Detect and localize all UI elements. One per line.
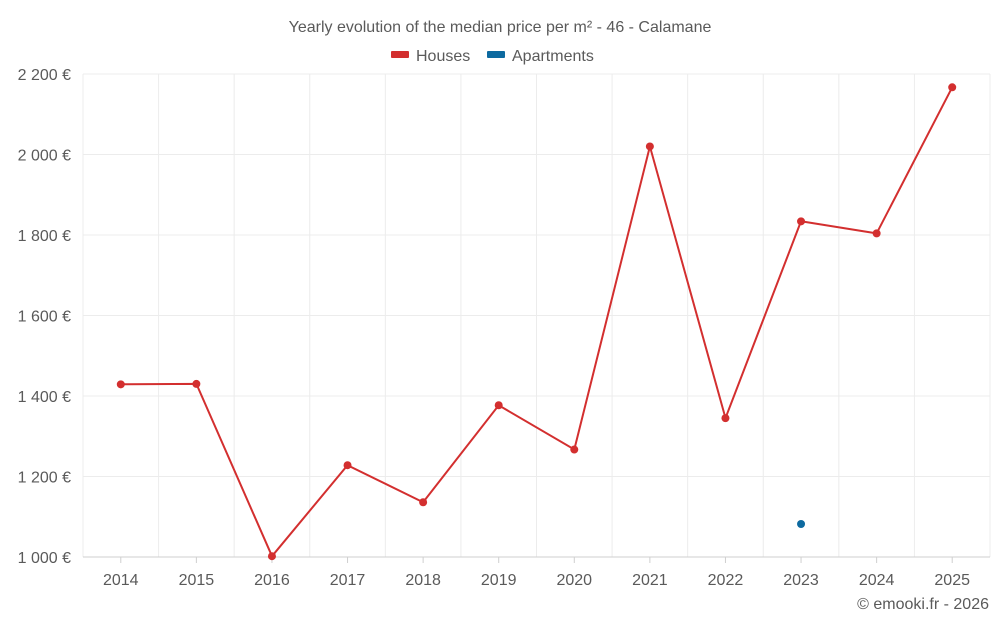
x-tick-label: 2025: [934, 572, 970, 589]
x-tick-label: 2016: [254, 572, 290, 589]
data-point-houses[interactable]: [494, 401, 503, 410]
legend-label-houses: Houses: [416, 48, 470, 65]
chart-title: Yearly evolution of the median price per…: [289, 19, 712, 36]
data-point-houses[interactable]: [721, 414, 730, 423]
x-tick-label: 2017: [330, 572, 366, 589]
x-tick-label: 2019: [481, 572, 517, 589]
grid: [82, 73, 991, 557]
y-tick-label: 1 600 €: [18, 309, 71, 326]
y-tick-label: 1 400 €: [18, 389, 71, 406]
series: [116, 83, 957, 561]
data-point-houses[interactable]: [116, 380, 125, 389]
data-point-houses[interactable]: [570, 445, 579, 454]
credit-text: © emooki.fr - 2026: [857, 596, 989, 613]
x-tick-label: 2024: [859, 572, 895, 589]
legend-item-apartments[interactable]: Apartments: [487, 48, 594, 65]
y-tick-label: 1 200 €: [18, 470, 71, 487]
data-point-houses[interactable]: [419, 498, 428, 507]
data-point-houses[interactable]: [948, 83, 957, 92]
data-point-apartments[interactable]: [797, 519, 806, 528]
x-tick-label: 2020: [556, 572, 592, 589]
data-point-houses[interactable]: [645, 142, 654, 151]
data-point-houses[interactable]: [797, 217, 806, 226]
legend: Houses Apartments: [391, 48, 594, 65]
y-tick-label: 2 200 €: [18, 67, 71, 84]
x-tick-label: 2021: [632, 572, 668, 589]
data-point-houses[interactable]: [343, 461, 352, 470]
legend-swatch-apartments: [487, 51, 505, 58]
series-houses: [116, 83, 957, 561]
y-tick-label: 1 000 €: [18, 550, 71, 567]
legend-item-houses[interactable]: Houses: [391, 48, 470, 65]
x-tick-label: 2014: [103, 572, 139, 589]
y-tick-label: 1 800 €: [18, 228, 71, 245]
data-point-houses[interactable]: [872, 229, 881, 238]
data-point-houses[interactable]: [267, 552, 276, 561]
y-tick-label: 2 000 €: [18, 148, 71, 165]
legend-label-apartments: Apartments: [512, 48, 594, 65]
x-tick-label: 2023: [783, 572, 819, 589]
data-point-houses[interactable]: [192, 379, 201, 388]
x-tick-label: 2022: [708, 572, 744, 589]
x-tick-label: 2015: [179, 572, 215, 589]
series-apartments: [797, 519, 806, 528]
legend-swatch-houses: [391, 51, 409, 58]
x-tick-label: 2018: [405, 572, 441, 589]
series-line-houses: [120, 86, 954, 559]
axes: 1 000 € 1 200 € 1 400 € 1 600 € 1 800 € 2 000…: [18, 67, 990, 589]
